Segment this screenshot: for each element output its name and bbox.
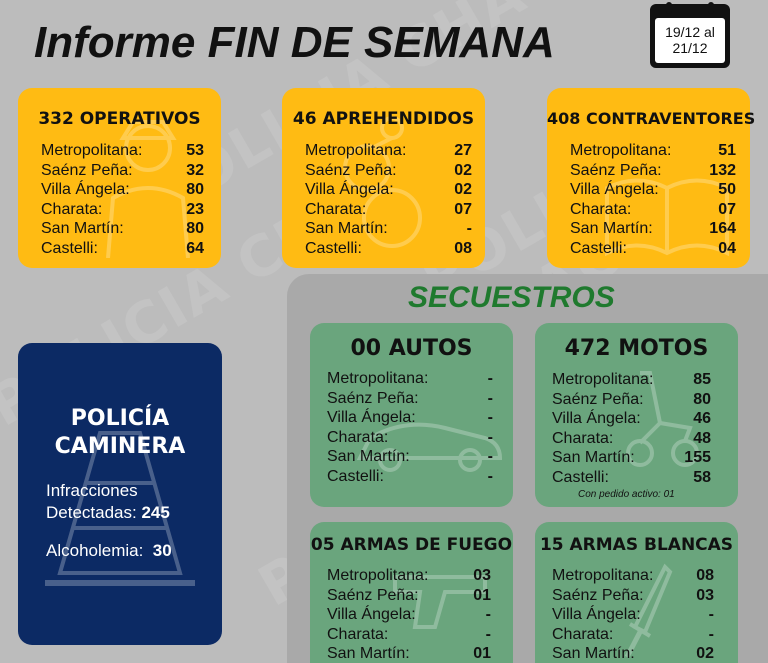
autos-card: 00 AUTOS Metropolitana: - Saénz Peña: - Vi… xyxy=(310,323,513,507)
motos-title: 472 MOTOS xyxy=(564,336,709,361)
operativos-list: Metropolitana: 53 Saénz Peña: 32 Villa Áng… xyxy=(41,141,204,258)
aprehendidos-card: 46 APREHENDIDOS Metropolitana: 27 Saénz P… xyxy=(282,88,485,268)
list-item: Villa Ángela: 50 xyxy=(570,181,736,198)
armas-fuego-card: 05 ARMAS DE FUEGO Metropolitana: 03 Saénz… xyxy=(310,522,513,663)
aprehendidos-list: Metropolitana: 27 Saénz Peña: 02 Villa Áng… xyxy=(305,141,472,258)
traffic-cone-icon xyxy=(45,431,195,586)
list-item: Villa Ángela: - xyxy=(552,606,714,623)
list-item: Charata: - xyxy=(327,625,491,643)
title-part1: Informe xyxy=(34,18,196,67)
list-item: Saénz Peña: - xyxy=(327,389,493,407)
contraventores-title: 408 CONTRAVENTORES xyxy=(547,109,756,128)
autos-list: Metropolitana: - Saénz Peña: - Villa Ángel… xyxy=(327,369,493,486)
contraventores-card: 408 CONTRAVENTORES Metropolitana: 51 Saén… xyxy=(547,88,756,268)
alcoholemia-value: 30 xyxy=(152,541,172,560)
motos-card: 472 MOTOS Metropolitana: 85 Saénz Peña: 80… xyxy=(535,323,738,507)
list-item: Metropolitana: 08 xyxy=(552,567,714,584)
handcuffs-icon xyxy=(343,116,422,248)
alcoholemia-row: Alcoholemia: 30 xyxy=(46,541,172,560)
list-item: San Martín: - xyxy=(327,448,493,465)
list-item: Villa Ángela: - xyxy=(327,409,493,426)
list-item: Metropolitana: - xyxy=(327,370,493,387)
police-officer-icon xyxy=(106,120,190,258)
list-item: Saénz Peña: 03 xyxy=(552,586,714,604)
operativos-card: 332 OPERATIVOS Metropolitana: 53 Saénz Pe… xyxy=(18,88,221,268)
list-item: Metropolitana: 53 xyxy=(41,142,204,159)
secuestros-title: SECUESTROS xyxy=(408,281,615,314)
title-part2: FIN DE SEMANA xyxy=(207,18,555,67)
list-item: Saénz Peña: 02 xyxy=(305,161,472,179)
list-item: Charata: 07 xyxy=(305,200,472,218)
list-item: Castelli: 08 xyxy=(305,239,472,257)
autos-title: 00 AUTOS xyxy=(350,336,473,361)
motorcycle-icon xyxy=(626,371,699,467)
list-item: Metropolitana: 03 xyxy=(327,567,491,584)
list-item: Villa Ángela: 80 xyxy=(41,181,204,198)
list-item: Saénz Peña: 132 xyxy=(570,161,736,179)
motos-note: Con pedido activo: 01 xyxy=(578,489,675,500)
list-item: Villa Ángela: 46 xyxy=(552,410,711,427)
armas-fuego-list: Metropolitana: 03 Saénz Peña: 01 Villa Áng… xyxy=(327,566,491,663)
date-range: 19/12 al 21/12 xyxy=(655,18,725,63)
motos-list: Metropolitana: 85 Saénz Peña: 80 Villa Áng… xyxy=(552,370,711,487)
list-item: Castelli: 04 xyxy=(570,239,736,257)
list-item: Charata: 48 xyxy=(552,429,711,447)
list-item: San Martín: 02 xyxy=(552,645,714,662)
list-item: San Martín: 01 xyxy=(327,645,491,662)
armas-blancas-card: 15 ARMAS BLANCAS Metropolitana: 08 Saénz … xyxy=(535,522,738,663)
armas-blancas-title: 15 ARMAS BLANCAS xyxy=(539,535,734,555)
calendar-icon: 19/12 al 21/12 xyxy=(650,2,730,68)
aprehendidos-title: 46 APREHENDIDOS xyxy=(292,109,475,129)
list-item: San Martín: - xyxy=(305,220,472,237)
list-item: Charata: 23 xyxy=(41,200,204,218)
list-item: Castelli: 58 xyxy=(552,468,711,486)
list-item: Villa Ángela: 02 xyxy=(305,181,472,198)
infracciones-value: 245 xyxy=(141,503,170,522)
list-item: Metropolitana: 51 xyxy=(570,142,736,159)
page-title: Informe FIN DE SEMANA xyxy=(34,18,555,68)
armas-blancas-list: Metropolitana: 08 Saénz Peña: 03 Villa Áng… xyxy=(552,566,714,663)
contraventores-list: Metropolitana: 51 Saénz Peña: 132 Villa Án… xyxy=(570,141,736,258)
list-item: Metropolitana: 27 xyxy=(305,142,472,159)
list-item: Villa Ángela: - xyxy=(327,606,491,623)
infracciones-label: Infracciones xyxy=(46,481,138,500)
caminera-card xyxy=(18,343,222,645)
list-item: San Martín: 80 xyxy=(41,220,204,237)
book-icon xyxy=(605,178,729,257)
list-item: Castelli: 64 xyxy=(41,239,204,257)
list-item: Charata: - xyxy=(327,428,493,446)
infracciones-row: Detectadas: 245 xyxy=(46,503,170,522)
list-item: Saénz Peña: 80 xyxy=(552,390,711,408)
armas-fuego-title: 05 ARMAS DE FUEGO xyxy=(310,535,513,555)
operativos-title: 332 OPERATIVOS xyxy=(38,109,201,129)
list-item: Castelli: - xyxy=(327,467,493,485)
knife-icon xyxy=(624,563,673,659)
gun-icon xyxy=(393,575,487,629)
list-item: Charata: - xyxy=(552,625,714,643)
list-item: Charata: 07 xyxy=(570,200,736,218)
caminera-title: POLICÍA CAMINERA xyxy=(54,406,186,459)
car-icon xyxy=(356,422,503,472)
list-item: San Martín: 155 xyxy=(552,449,711,466)
list-item: Saénz Peña: 01 xyxy=(327,586,491,604)
list-item: San Martín: 164 xyxy=(570,220,736,237)
list-item: Metropolitana: 85 xyxy=(552,371,711,388)
list-item: Saénz Peña: 32 xyxy=(41,161,204,179)
